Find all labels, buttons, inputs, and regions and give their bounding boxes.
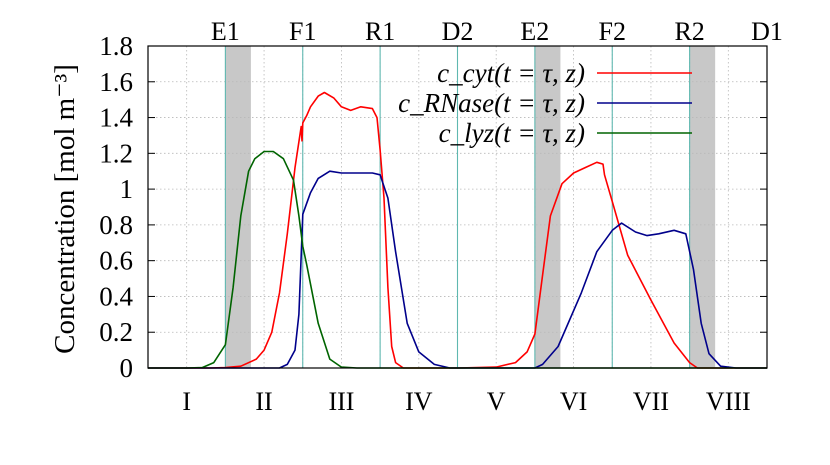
y-tick-label: 1.4 [99,103,133,133]
region-label: VII [633,387,669,416]
region-label: II [255,387,272,416]
legend-label: c_lyz(t = τ, z) [439,118,585,148]
top-boundary-label: R1 [365,17,395,46]
boundary-lines [224,46,691,368]
series-line [148,150,767,369]
y-tick-label: 1.6 [99,67,133,97]
region-label: VIII [706,387,751,416]
shaded-band [689,46,716,368]
top-boundary-label: D2 [442,17,474,46]
legend: c_cyt(t = τ, z)c_RNase(t = τ, z)c_lyz(t … [398,58,692,148]
top-boundary-label: F2 [599,17,626,46]
top-boundary-label: F1 [289,17,316,46]
y-tick-label: 0.4 [99,281,133,311]
region-label: V [487,387,506,416]
top-boundary-label: E2 [520,17,549,46]
plot-frame [147,45,768,369]
y-ticks: 0 0.2 0.4 0.6 0.8 1 1.2 1.4 1.6 1.8 [99,31,767,383]
region-labels: I II III IV V VI VII VIII [182,387,750,416]
top-boundary-label: E1 [211,17,240,46]
y-axis-label: Concentration [mol m⁻³] [49,64,81,354]
y-tick-label: 0 [120,353,134,383]
series-line [148,91,767,369]
region-label: IV [405,387,433,416]
y-tick-label: 0.2 [99,317,133,347]
y-tick-label: 0.8 [99,210,133,240]
region-label: III [328,387,354,416]
legend-label: c_RNase(t = τ, z) [398,88,585,118]
y-tick-label: 1.2 [99,138,133,168]
shaded-bands [225,46,716,368]
top-boundary-label: D1 [751,17,783,46]
y-tick-label: 1.8 [99,31,133,61]
shaded-band [534,46,561,368]
top-labels: E1 F1 R1 D2 E2 F2 R2 D1 [211,17,783,46]
legend-label: c_cyt(t = τ, z) [437,58,585,88]
y-tick-label: 0.6 [99,246,133,276]
region-label: I [182,387,191,416]
top-boundary-label: R2 [674,17,704,46]
region-label: VI [560,387,587,416]
y-tick-label: 1 [120,174,134,204]
